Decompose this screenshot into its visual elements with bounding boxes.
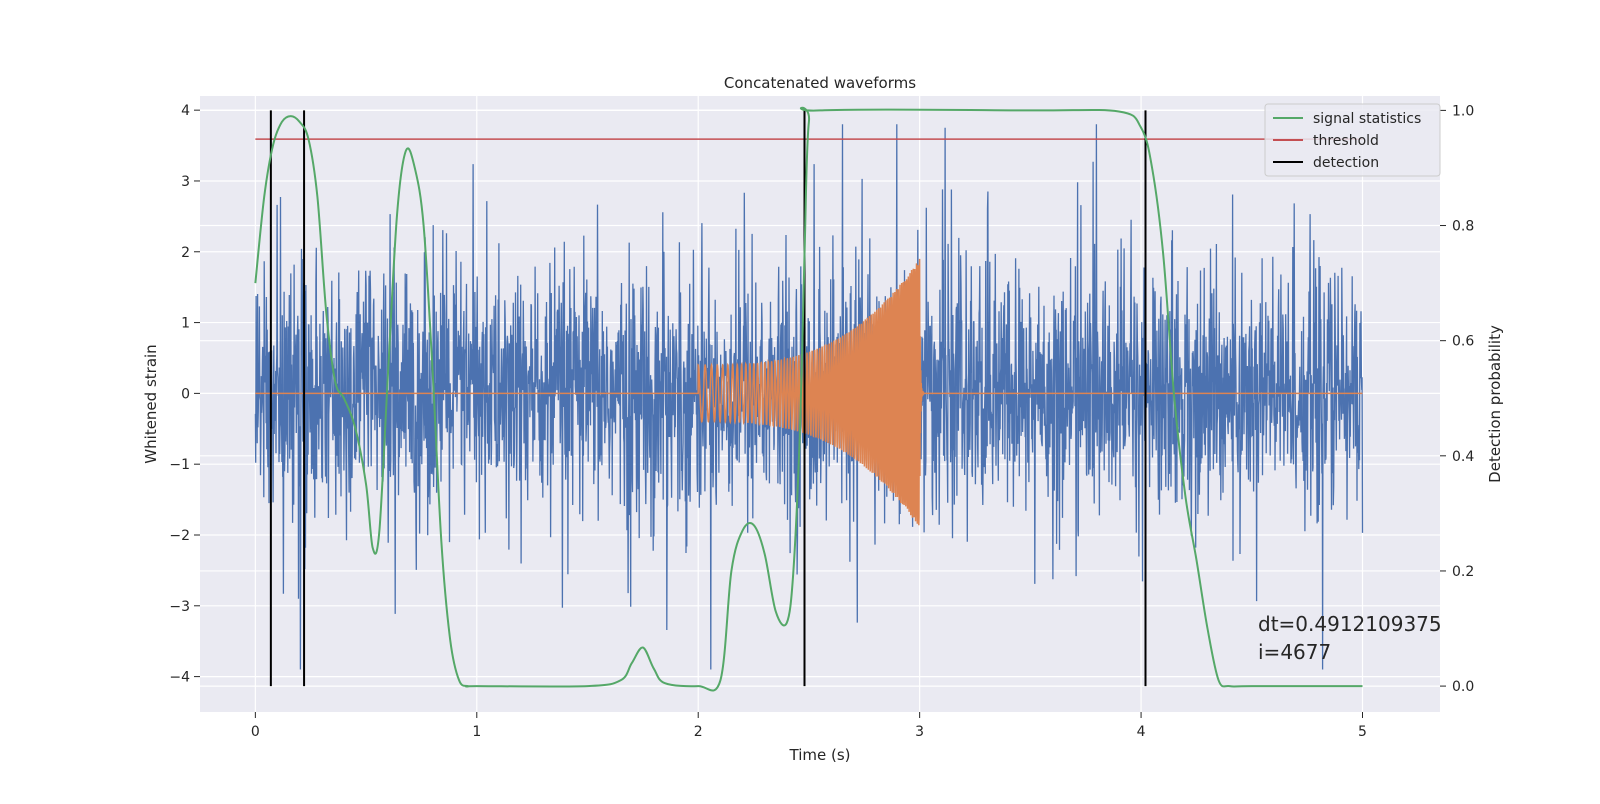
y2-tick-label: 1.0 (1452, 103, 1474, 119)
plot-series (254, 106, 1364, 692)
signal-statistics-line (254, 106, 1363, 692)
x-axis-label: Time (s) (789, 746, 851, 764)
y-axis-label: Whitened strain (142, 344, 160, 463)
y-tick-label: −2 (169, 528, 190, 544)
x-tick-label: 3 (915, 724, 924, 740)
y-tick-label: 2 (181, 245, 190, 261)
y2-tick-label: 0.8 (1452, 219, 1474, 235)
x-tick-label: 5 (1358, 724, 1367, 740)
y2-tick-label: 0.4 (1452, 449, 1474, 465)
legend-box (1264, 103, 1441, 177)
y-tick-label: 0 (181, 386, 190, 402)
y2-axis-label: Detection probability (1486, 325, 1504, 483)
y-tick-label: 4 (181, 103, 190, 119)
legend-label: signal statistics (1313, 111, 1421, 127)
x-tick-label: 1 (472, 724, 481, 740)
y-tick-label: −1 (169, 457, 190, 473)
y2-tick-label: 0.2 (1452, 564, 1474, 580)
x-tick-label: 0 (251, 724, 260, 740)
x-tick-label: 4 (1137, 724, 1146, 740)
y-tick-label: 1 (181, 316, 190, 332)
annotation-line: i=4677 (1258, 640, 1331, 664)
tick-labels: 0 1 2 3 4 5 −4 −3 −2 −1 0 1 2 3 4 0.0 0.2 0.4 0.6 0.8 1.0 (169, 103, 1474, 740)
y2-tick-label: 0.0 (1452, 679, 1474, 695)
legend-label: detection (1313, 155, 1379, 171)
annotation-text: dt=0.4912109375 i=4677 (1258, 612, 1442, 664)
x-tick-label: 2 (694, 724, 703, 740)
legend-label: threshold (1313, 133, 1379, 149)
y-tick-label: −3 (169, 599, 190, 615)
injection-series-line (255, 258, 1363, 526)
legend: signal statistics threshold detection (1264, 103, 1441, 177)
y-tick-label: −4 (169, 670, 190, 686)
chart-title: Concatenated waveforms (724, 74, 916, 92)
y2-tick-label: 0.6 (1452, 334, 1474, 350)
annotation-line: dt=0.4912109375 (1258, 612, 1442, 636)
y-tick-label: 3 (181, 174, 190, 190)
